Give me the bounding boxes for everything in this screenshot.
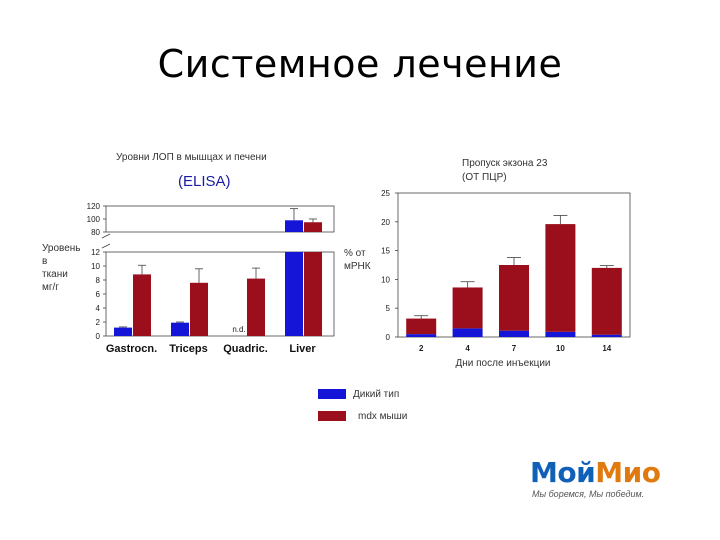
legend-swatch-mdx: [318, 411, 346, 421]
logo: МойМио Мы боремся, Мы победим.: [530, 458, 695, 500]
exon-y-tick-label: 0: [386, 333, 391, 342]
exon-x-tick-label: 14: [602, 344, 611, 353]
slide-title: Системное лечение: [157, 42, 563, 86]
exon-y-tick-label: 5: [386, 304, 391, 313]
exon-bar-wild-type: [591, 334, 622, 337]
elisa-y-label-line: мг/г: [42, 282, 59, 293]
exon-y-tick-label: 20: [381, 218, 390, 227]
exon-skip-chart: Пропуск экзона 23 (ОТ ПЦР) % от мРНК 0 5 1…: [344, 158, 631, 369]
elisa-bar-mdx: [133, 274, 151, 336]
elisa-y-label-line: в: [42, 256, 47, 267]
elisa-y-tick-label: 10: [91, 262, 100, 271]
legend-swatch-wild-type: [318, 389, 346, 399]
elisa-bar-mdx: [247, 278, 265, 336]
elisa-axis-break: [101, 233, 111, 239]
elisa-y-tick-label: 8: [96, 276, 101, 285]
exon-bar-mdx: [452, 287, 483, 329]
legend-label-wild-type: Дикий тип: [353, 389, 399, 400]
elisa-y-tick-label: 0: [96, 332, 101, 341]
exon-y-tick-label: 10: [381, 275, 390, 284]
elisa-bar-wild-type: [285, 220, 303, 232]
legend-label-mdx: mdx мыши: [358, 411, 407, 422]
elisa-category-label: Triceps: [169, 343, 208, 355]
elisa-axis-break: [101, 243, 111, 249]
exon-bar-wild-type: [499, 330, 529, 337]
exon-bar-wild-type: [452, 328, 483, 337]
exon-x-tick-label: 7: [512, 344, 517, 353]
elisa-y-label-line: Уровень: [42, 243, 81, 254]
elisa-bar-mdx: [304, 222, 322, 232]
logo-part-mio: Мио: [595, 456, 661, 489]
elisa-bar-mdx-lower: [304, 252, 322, 336]
logo-tagline: Мы боремся, Мы победим.: [532, 489, 645, 499]
exon-bar-mdx: [499, 265, 529, 331]
exon-bar-wild-type: [545, 331, 576, 337]
exon-y-tick-label: 15: [381, 247, 390, 256]
exon-bar-mdx: [406, 318, 437, 335]
elisa-y-label-line: ткани: [42, 269, 68, 280]
exon-x-tick-label: 10: [556, 344, 565, 353]
elisa-y-tick-label: 100: [87, 215, 101, 224]
elisa-bar-wild-type-lower: [285, 252, 303, 336]
elisa-y-tick-label: 6: [96, 290, 101, 299]
exon-chart-subtitle: (ОТ ПЦР): [462, 172, 507, 183]
logo-part-moi: Мой: [530, 456, 596, 489]
exon-bar-wild-type: [406, 334, 437, 337]
elisa-category-label: Gastrocn.: [106, 343, 157, 355]
exon-y-axis-label: % от мРНК: [344, 248, 371, 272]
elisa-y-tick-label: 4: [96, 304, 101, 313]
exon-x-axis-label: Дни после инъекции: [455, 358, 550, 369]
exon-x-tick-label: 4: [465, 344, 470, 353]
elisa-category-label: Quadric.: [223, 343, 268, 355]
elisa-y-tick-label: 120: [87, 202, 101, 211]
elisa-bar-mdx: [190, 282, 208, 336]
exon-bar-mdx: [591, 267, 622, 335]
elisa-chart-title: Уровни ЛОП в мышцах и печени: [116, 152, 267, 163]
exon-y-label-line: мРНК: [344, 261, 371, 272]
logo-wordmark: МойМио: [530, 458, 695, 488]
exon-bar-mdx: [545, 224, 576, 332]
elisa-chart: Уровни ЛОП в мышцах и печени (ELISA) Уро…: [42, 152, 335, 355]
elisa-nd-annotation: n.d.: [232, 325, 245, 334]
elisa-y-tick-label: 12: [91, 248, 100, 257]
elisa-y-tick-label: 2: [96, 318, 101, 327]
exon-chart-title: Пропуск экзона 23: [462, 158, 548, 169]
exon-y-tick-label: 25: [381, 189, 390, 198]
elisa-bar-wild-type: [171, 322, 189, 336]
legend: Дикий тип mdx мыши: [318, 389, 407, 422]
elisa-y-axis-label: Уровень в ткани мг/г: [42, 243, 81, 293]
elisa-bar-wild-type: [114, 327, 132, 336]
elisa-category-label: Liver: [289, 343, 316, 355]
exon-x-tick-label: 2: [419, 344, 424, 353]
elisa-y-tick-label: 80: [91, 228, 100, 237]
exon-y-label-line: % от: [344, 248, 366, 259]
elisa-chart-subtitle: (ELISA): [178, 173, 231, 190]
